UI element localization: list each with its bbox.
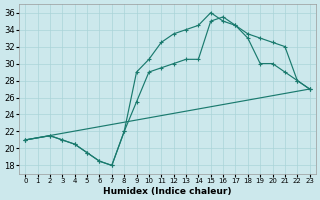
X-axis label: Humidex (Indice chaleur): Humidex (Indice chaleur) [103,187,232,196]
